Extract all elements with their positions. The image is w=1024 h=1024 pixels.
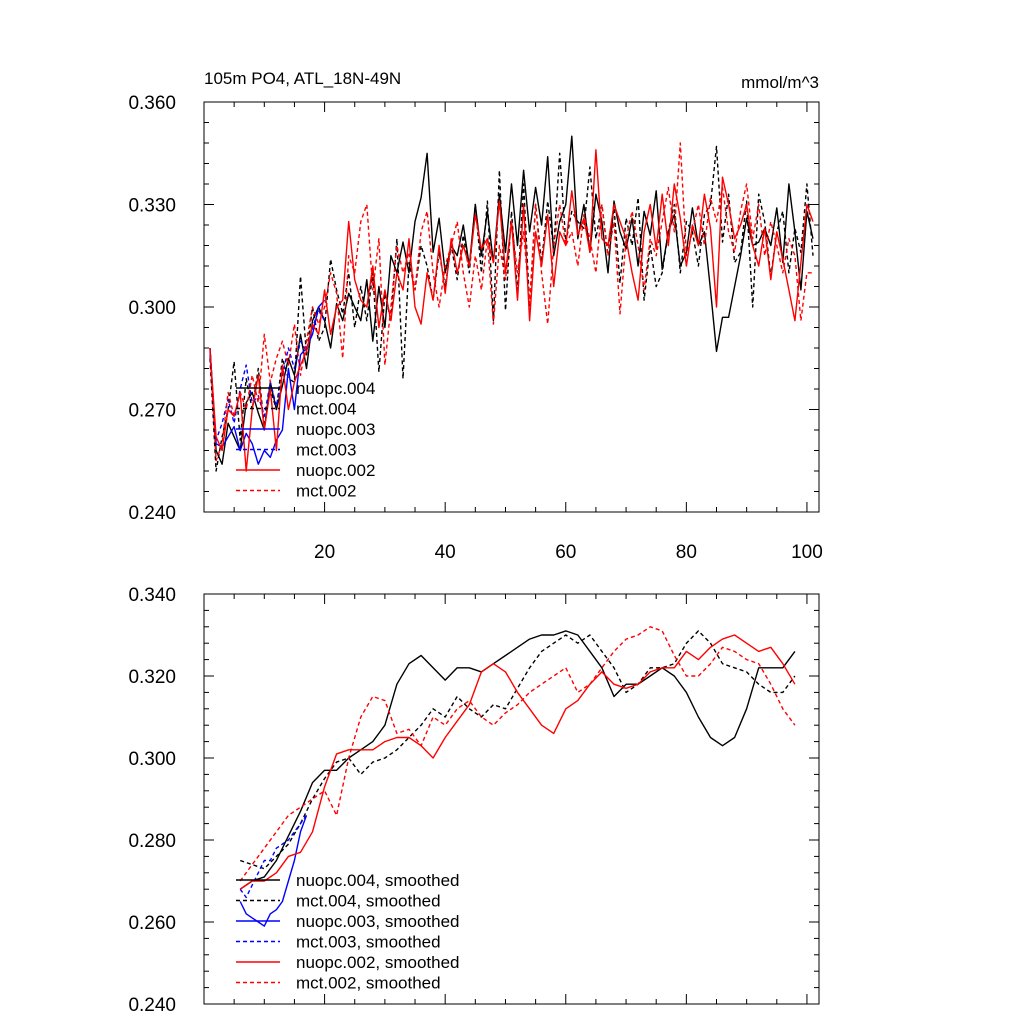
bottom-series-line-mct-004-smoothed	[239, 630, 796, 870]
top-legend-label: mct.002	[296, 482, 356, 501]
bottom-series-lines	[239, 626, 796, 927]
top-y-tick-label: 0.330	[128, 196, 176, 217]
bottom-panel: 0.240 0.260 0.280 0.300 0.320 0.340 nuopc.004…	[128, 585, 820, 1016]
bottom-legend-label: nuopc.003, smoothed	[296, 912, 460, 931]
top-legend-label: nuopc.003	[296, 420, 375, 439]
bottom-series-line-nuopc-003-smoothed	[239, 815, 308, 927]
top-y-tick-label: 0.240	[128, 503, 176, 524]
top-x-tick-label: 40	[435, 542, 456, 563]
bottom-y-tick-label: 0.300	[128, 749, 176, 770]
bottom-legend-label: mct.003, smoothed	[296, 933, 441, 952]
top-series-line-nuopc-002	[209, 149, 814, 472]
bottom-legend-label: nuopc.004, smoothed	[296, 871, 460, 890]
bottom-series-line-mct-002-smoothed	[239, 626, 796, 882]
top-series-line-mct-002	[209, 142, 813, 462]
bottom-y-tick-label: 0.260	[128, 913, 176, 934]
bottom-legend-label: mct.002, smoothed	[296, 974, 441, 993]
top-x-tick-label: 100	[791, 542, 823, 563]
top-legend-label: nuopc.002	[296, 461, 375, 480]
top-x-tick-label: 80	[676, 542, 697, 563]
bottom-axis-ticks: 0.240 0.260 0.280 0.300 0.320 0.340	[128, 585, 819, 1016]
top-y-tick-label: 0.360	[128, 93, 176, 114]
bottom-legend-label: nuopc.002, smoothed	[296, 953, 460, 972]
top-legend-label: mct.003	[296, 441, 356, 460]
top-panel: 0.240 0.270 0.300 0.330 0.360 20 40 60 80 100 105…	[128, 69, 822, 563]
bottom-series-line-mct-003-smoothed	[239, 814, 308, 899]
top-axis-ticks: 0.240 0.270 0.300 0.330 0.360 20 40 60 80 100	[128, 93, 822, 563]
bottom-series-line-nuopc-004-smoothed	[239, 630, 796, 890]
top-y-tick-label: 0.300	[128, 298, 176, 319]
top-legend-label: mct.004	[296, 400, 356, 419]
top-x-tick-label: 60	[555, 542, 576, 563]
top-series-lines	[209, 135, 814, 472]
top-x-tick-label: 20	[314, 542, 335, 563]
bottom-y-tick-label: 0.240	[128, 995, 176, 1016]
top-units-label: mmol/m^3	[741, 73, 819, 92]
bottom-y-tick-label: 0.280	[128, 831, 176, 852]
bottom-series-line-nuopc-002-smoothed	[239, 634, 796, 890]
top-legend-label: nuopc.004	[296, 379, 375, 398]
top-y-tick-label: 0.270	[128, 401, 176, 422]
bottom-y-tick-label: 0.320	[128, 667, 176, 688]
top-chart-title: 105m PO4, ATL_18N-49N	[204, 69, 401, 88]
bottom-legend-label: mct.004, smoothed	[296, 892, 441, 911]
bottom-y-tick-label: 0.340	[128, 585, 176, 606]
bottom-plot-frame	[203, 593, 820, 1005]
